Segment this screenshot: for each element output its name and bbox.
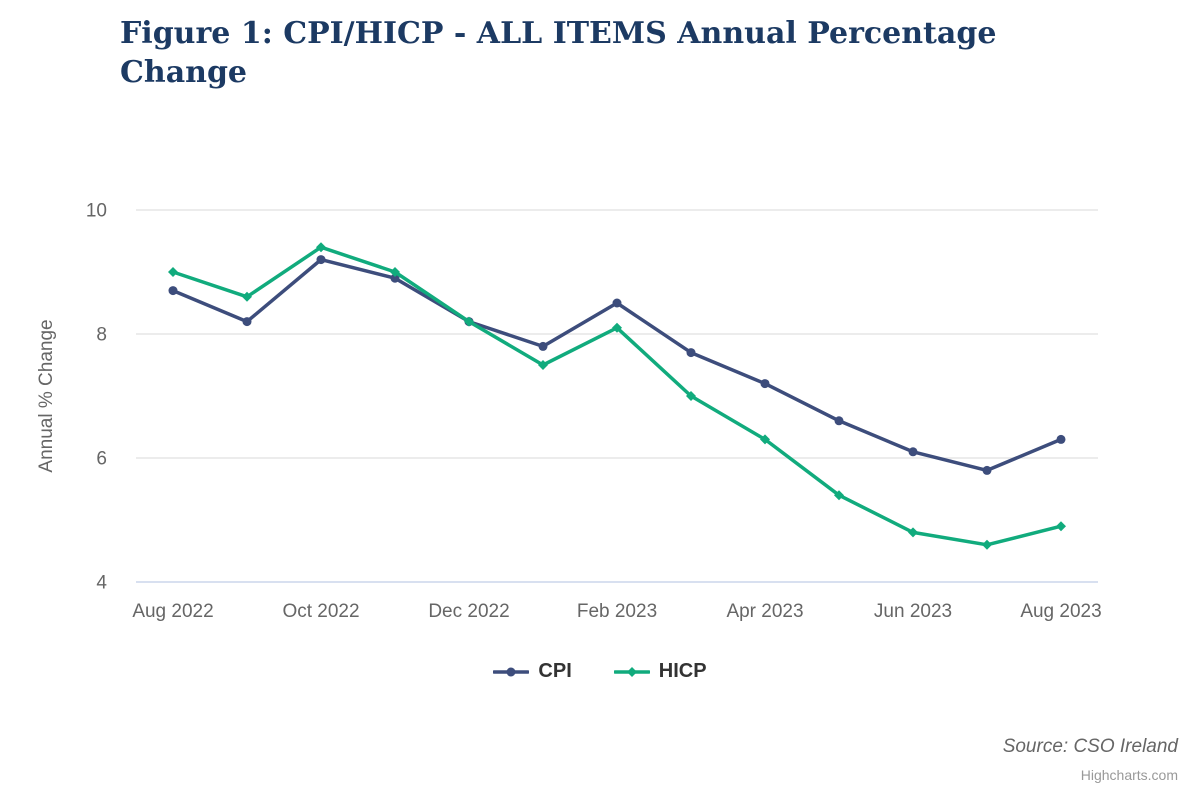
chart-legend: CPI HICP xyxy=(0,660,1200,683)
hicp-legend-symbol xyxy=(613,666,650,677)
x-tick-label: Oct 2022 xyxy=(282,601,359,622)
cpi-data-point-marker xyxy=(538,341,548,351)
hicp-data-point-marker xyxy=(464,316,474,327)
x-tick-label: Feb 2023 xyxy=(577,601,657,622)
cpi-line xyxy=(171,257,1063,473)
legend-item-hicp[interactable]: HICP xyxy=(613,660,707,683)
plot-area: 4 6 8 10 Annual % Change Aug 2022 Oct 2022 Dec … xyxy=(36,201,1102,623)
y-tick-label: 6 xyxy=(96,449,107,470)
hicp-data-point-marker xyxy=(834,490,844,501)
hicp-data-point-marker xyxy=(390,267,400,277)
y-tick-label: 8 xyxy=(96,325,107,346)
x-tick-label: Apr 2023 xyxy=(726,601,803,622)
hicp-data-point-marker xyxy=(1056,521,1066,532)
y-tick-label: 10 xyxy=(86,201,107,222)
x-tick-label: Aug 2022 xyxy=(132,601,213,622)
legend-label-hicp: HICP xyxy=(658,660,707,682)
legend-symbol-marker xyxy=(626,666,637,677)
cpi-data-point-marker xyxy=(168,286,178,296)
chart-title: Figure 1: CPI/HICP - ALL ITEMS Annual Pe… xyxy=(120,16,997,90)
cpi-data-point-marker xyxy=(390,273,400,283)
legend-item-cpi[interactable]: CPI xyxy=(493,660,572,683)
x-tick-label: Dec 2022 xyxy=(428,601,509,622)
hicp-data-point-marker xyxy=(760,434,770,445)
cpi-data-point-marker xyxy=(982,465,992,475)
cpi-data-point-marker xyxy=(760,379,770,389)
cpi-data-point-marker xyxy=(834,416,844,426)
y-tick-label: 4 xyxy=(96,573,107,594)
cpi-data-point-marker xyxy=(612,298,622,308)
cpi-data-point-marker xyxy=(464,317,474,327)
hicp-data-point-marker xyxy=(538,360,548,370)
hicp-data-point-marker xyxy=(242,291,252,302)
x-tick-label: Jun 2023 xyxy=(874,601,952,622)
cpi-data-point-marker xyxy=(316,255,326,265)
y-axis-title: Annual % Change xyxy=(36,319,57,472)
hicp-data-point-marker xyxy=(686,391,696,401)
legend-symbol-marker xyxy=(506,667,516,676)
cpi-data-point-marker xyxy=(242,317,252,327)
cpi-data-point-marker xyxy=(908,447,918,457)
hicp-data-point-marker xyxy=(168,267,178,277)
cpi-legend-symbol xyxy=(493,667,530,676)
cpi-data-point-marker xyxy=(686,348,696,358)
x-tick-label: Aug 2023 xyxy=(1020,601,1101,622)
hicp-data-point-marker xyxy=(316,242,326,253)
hicp-data-point-marker xyxy=(908,527,918,538)
hicp-data-point-marker xyxy=(612,322,622,333)
highcharts-credits-link[interactable]: Highcharts.com xyxy=(1080,767,1178,783)
legend-label-cpi: CPI xyxy=(538,660,572,682)
hicp-data-point-marker xyxy=(982,539,992,550)
hicp-line xyxy=(171,245,1063,547)
cpi-data-point-marker xyxy=(1056,434,1066,444)
source-note: Source: CSO Ireland xyxy=(1002,736,1178,757)
